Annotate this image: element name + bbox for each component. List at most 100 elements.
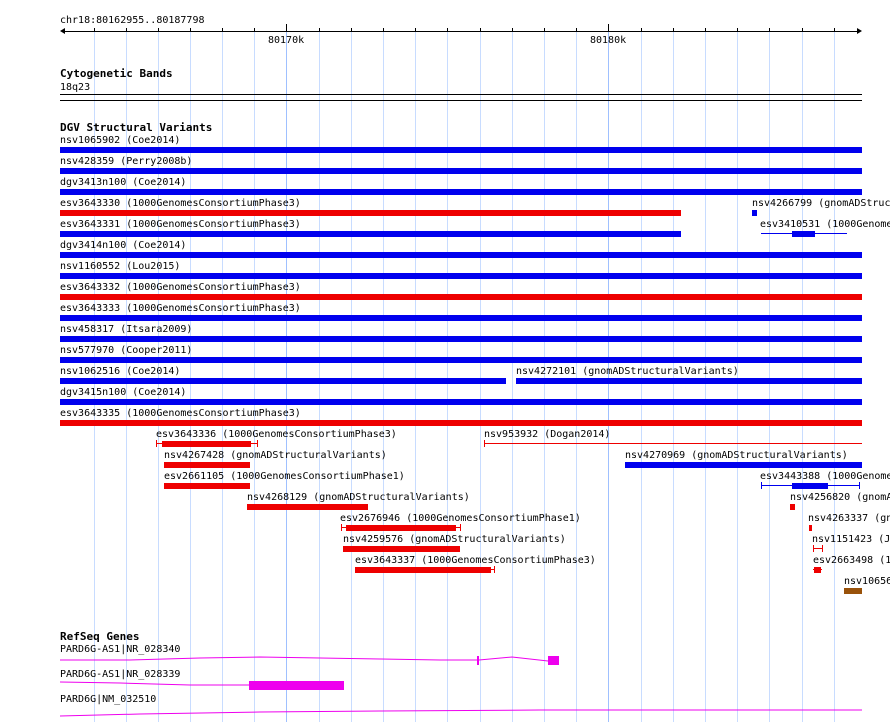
grid-line [319,28,320,722]
feature-bar-loss[interactable] [814,567,821,573]
feature-bar-loss[interactable] [60,420,862,426]
ruler-left-arrow-icon [60,28,65,34]
feature-label: esv2676946 (1000GenomesConsortiumPhase1) [340,513,581,524]
feature-bar-loss[interactable] [343,546,460,552]
feature-tick-gain [859,482,860,489]
feature-label: dgv3415n100 (Coe2014) [60,387,187,398]
gene-label: PARD6G-AS1|NR_028339 [60,669,181,680]
ruler-minor-tick [544,28,545,31]
feature-label: nsv4259576 (gnomADStructuralVariants) [343,534,566,545]
gene-intron [60,656,477,661]
ruler-minor-tick [190,28,191,31]
grid-line [351,28,352,722]
feature-bar-loss[interactable] [164,462,250,468]
feature-bar-loss[interactable] [164,483,250,489]
feature-bar-gain[interactable] [60,147,862,153]
feature-bar-gain[interactable] [792,231,815,237]
feature-tick-gain [761,482,762,489]
ruler-minor-tick [512,28,513,31]
ruler-minor-tick [158,28,159,31]
ruler-minor-tick [802,28,803,31]
feature-bar-loss[interactable] [346,525,456,531]
feature-label: nsv4267428 (gnomADStructuralVariants) [164,450,387,461]
grid-line [158,28,159,722]
grid-line [415,28,416,722]
gene-exon [477,656,479,665]
feature-label: esv3410531 (1000GenomesConsortiumPhase1) [760,219,890,230]
feature-bar-gain[interactable] [60,399,862,405]
feature-bar-gain[interactable] [60,336,862,342]
feature-label: nsv428359 (Perry2008b) [60,156,193,167]
feature-label: nsv4268129 (gnomADStructuralVariants) [247,492,470,503]
feature-bar-gain[interactable] [60,168,862,174]
feature-bar-gain[interactable] [516,378,862,384]
feature-bar-gain[interactable] [60,315,862,321]
ruler-minor-tick [351,28,352,31]
cytoband-ideogram [60,100,862,101]
track-title-cytoband[interactable]: Cytogenetic Bands [60,67,173,80]
track-title-dgv[interactable]: DGV Structural Variants [60,121,213,134]
ruler-minor-tick [222,28,223,31]
feature-bar-gain[interactable] [60,357,862,363]
feature-line-loss[interactable] [484,443,862,444]
feature-bar-gain[interactable] [625,462,862,468]
feature-bar-gain[interactable] [752,210,757,216]
feature-bar-other[interactable] [844,588,862,594]
gene-model[interactable] [60,652,862,670]
feature-label: esv2663498 (1000GenomesConsortiumPhase1) [813,555,890,566]
gene-intron [60,681,249,686]
feature-label: esv3443388 (1000GenomesConsortiumPhase1) [760,471,890,482]
ruler-minor-tick [254,28,255,31]
ruler-minor-tick [834,28,835,31]
feature-bar-gain[interactable] [60,273,862,279]
feature-bar-gain[interactable] [60,189,862,195]
feature-tick-loss [813,545,814,552]
ruler-tick-label: 80170k [268,35,305,46]
feature-line-loss [813,548,823,549]
feature-label: esv3643330 (1000GenomesConsortiumPhase3) [60,198,301,209]
ruler-minor-tick [737,28,738,31]
feature-tick-loss [156,440,157,447]
feature-bar-loss[interactable] [809,525,812,531]
ruler-minor-tick [673,28,674,31]
feature-label: dgv3413n100 (Coe2014) [60,177,187,188]
feature-bar-loss[interactable] [247,504,368,510]
feature-bar-loss[interactable] [355,567,491,573]
grid-line [641,28,642,722]
feature-bar-loss[interactable] [162,441,251,447]
feature-bar-gain[interactable] [60,252,862,258]
feature-label: nsv1160552 (Lou2015) [60,261,181,272]
feature-tick-loss [257,440,258,447]
gene-model[interactable] [60,702,862,720]
grid-line [222,28,223,722]
gene-exon [249,681,344,690]
ruler-minor-tick [576,28,577,31]
ruler-minor-tick [480,28,481,31]
grid-line [447,28,448,722]
feature-bar-gain[interactable] [792,483,828,489]
ruler-axis [62,31,860,32]
ruler-major-tick [286,24,287,31]
feature-label: esv2661105 (1000GenomesConsortiumPhase1) [164,471,405,482]
feature-tick-loss[interactable] [822,545,823,552]
feature-bar-gain[interactable] [60,378,506,384]
cytoband-ideogram[interactable] [60,94,862,95]
track-title-refseq[interactable]: RefSeq Genes [60,630,140,643]
feature-bar-loss[interactable] [790,504,795,510]
gene-model[interactable] [60,677,862,695]
feature-label: nsv1151423 (JuanMilla2014) [812,534,890,545]
ruler-minor-tick [705,28,706,31]
grid-line [737,28,738,722]
feature-label: nsv1062516 (Coe2014) [60,366,181,377]
feature-bar-gain[interactable] [60,231,681,237]
feature-tick-loss [484,440,485,447]
grid-line [834,28,835,722]
feature-bar-loss[interactable] [60,210,681,216]
grid-line [126,28,127,722]
feature-bar-loss[interactable] [60,294,862,300]
grid-line [576,28,577,722]
grid-line [190,28,191,722]
feature-label: esv3643332 (1000GenomesConsortiumPhase3) [60,282,301,293]
grid-line [608,28,609,722]
feature-label: esv3643336 (1000GenomesConsortiumPhase3) [156,429,397,440]
